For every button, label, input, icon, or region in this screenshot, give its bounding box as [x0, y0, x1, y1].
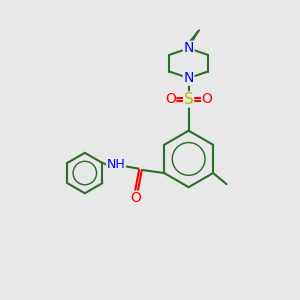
Text: O: O [165, 92, 176, 106]
Text: O: O [130, 191, 141, 205]
Text: N: N [184, 41, 194, 56]
Text: S: S [184, 92, 194, 107]
Text: N: N [184, 71, 194, 85]
Text: NH: NH [107, 158, 125, 171]
Text: O: O [202, 92, 212, 106]
